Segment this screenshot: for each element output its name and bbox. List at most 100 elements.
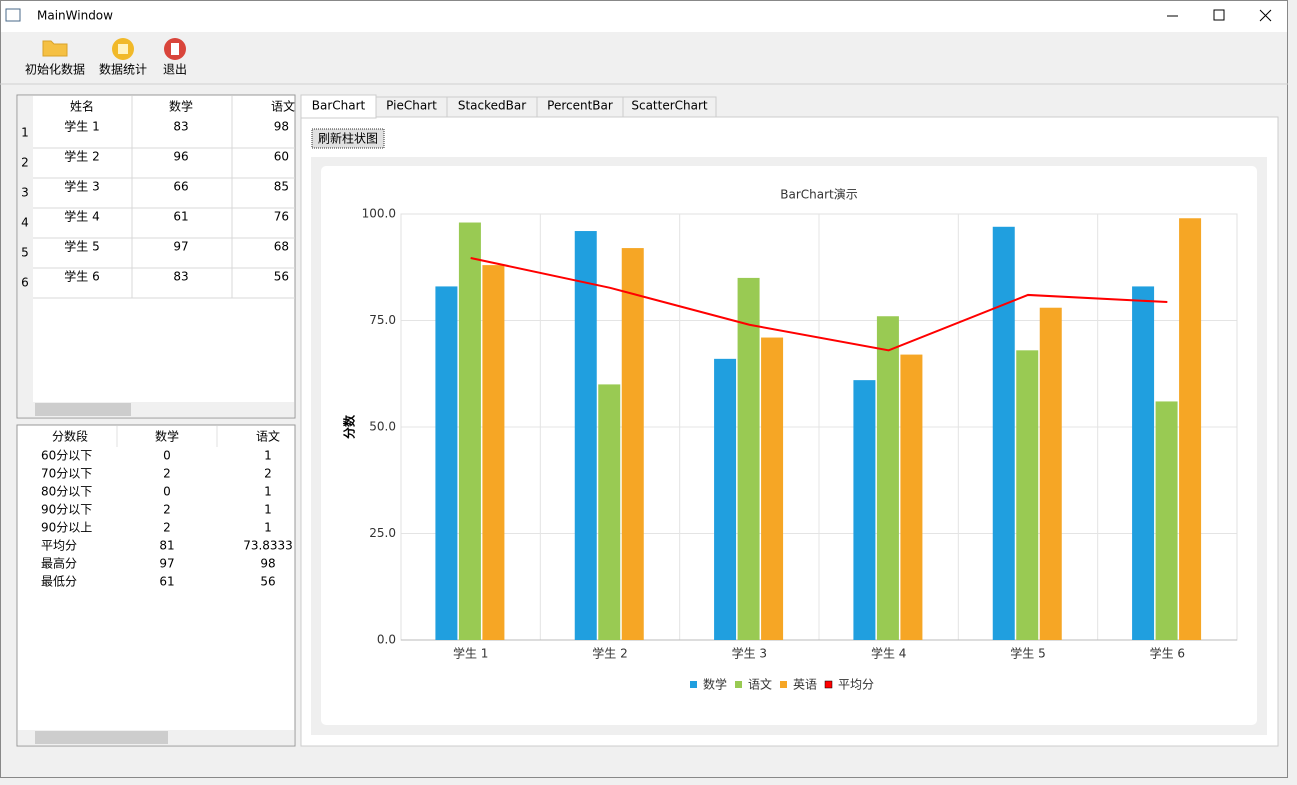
close-button[interactable] <box>1259 9 1272 22</box>
cell[interactable]: 56 <box>274 270 289 284</box>
cell[interactable]: 0 <box>163 485 171 499</box>
x-tick-label: 学生 5 <box>1010 646 1045 661</box>
row-header: 2 <box>21 156 29 170</box>
legend-swatch <box>690 681 697 688</box>
scroll-thumb[interactable] <box>35 731 168 744</box>
init-icon[interactable] <box>42 40 68 57</box>
cell[interactable]: 70分以下 <box>41 467 92 481</box>
cell[interactable]: 83 <box>173 120 188 134</box>
legend-swatch <box>780 681 787 688</box>
cell[interactable]: 96 <box>173 150 188 164</box>
bar <box>761 337 784 640</box>
column-header: 数学 <box>155 429 179 444</box>
x-tick-label: 学生 6 <box>1150 646 1185 661</box>
toolbar-button-label[interactable]: 初始化数据 <box>25 62 85 77</box>
cell[interactable]: 学生 2 <box>64 149 99 164</box>
cell[interactable]: 90分以下 <box>41 503 92 517</box>
bar <box>574 231 597 641</box>
cell[interactable]: 66 <box>173 180 188 194</box>
cell[interactable]: 61 <box>159 575 174 589</box>
stats-icon-inner <box>118 44 128 54</box>
title-bar <box>1 1 1287 32</box>
cell[interactable]: 97 <box>159 557 174 571</box>
row-header: 6 <box>21 276 29 290</box>
cell[interactable]: 83 <box>173 270 188 284</box>
bar <box>737 277 760 640</box>
y-tick-label: 75.0 <box>369 313 396 327</box>
cell[interactable]: 98 <box>274 120 289 134</box>
x-tick-label: 学生 2 <box>592 646 627 661</box>
bar <box>1155 401 1178 640</box>
row-header-area <box>18 96 33 402</box>
legend-label: 语文 <box>748 677 772 692</box>
cell[interactable]: 85 <box>274 180 289 194</box>
legend-label: 平均分 <box>838 678 874 692</box>
legend-swatch <box>824 680 833 689</box>
refresh-button-label[interactable]: 刷新柱状图 <box>318 131 378 146</box>
scroll-thumb[interactable] <box>35 403 131 416</box>
cell[interactable]: 最低分 <box>41 575 77 589</box>
tab[interactable] <box>622 96 717 118</box>
cell[interactable]: 80分以下 <box>41 485 92 499</box>
stats-table[interactable] <box>16 424 296 747</box>
y-tick-label: 50.0 <box>369 420 396 434</box>
cell[interactable]: 学生 4 <box>64 209 99 224</box>
cell[interactable]: 97 <box>173 240 188 254</box>
tab-label[interactable]: StackedBar <box>458 99 526 113</box>
cell[interactable]: 2 <box>163 521 171 535</box>
column-header: 数学 <box>169 99 193 114</box>
bar <box>714 358 737 640</box>
cell[interactable]: 1 <box>264 485 272 499</box>
bar <box>900 354 923 640</box>
bar <box>621 248 644 640</box>
bar <box>992 226 1015 640</box>
cell[interactable]: 60 <box>274 150 289 164</box>
cell[interactable]: 81 <box>159 539 174 553</box>
app-icon <box>5 8 21 22</box>
bar <box>1132 286 1155 640</box>
cell[interactable]: 学生 3 <box>64 179 99 194</box>
tab-label[interactable]: ScatterChart <box>631 99 708 113</box>
tab-label[interactable]: PercentBar <box>547 99 613 113</box>
score-table[interactable] <box>16 94 296 419</box>
cell[interactable]: 1 <box>264 521 272 535</box>
bar <box>1039 307 1062 640</box>
y-axis-label: 分数 <box>342 414 357 439</box>
cell[interactable]: 学生 5 <box>64 239 99 254</box>
toolbar-button-label[interactable]: 退出 <box>163 63 187 77</box>
column-header: 语文 <box>271 99 295 114</box>
cell[interactable]: 2 <box>163 503 171 517</box>
y-tick-label: 0.0 <box>377 633 396 647</box>
cell[interactable]: 68 <box>274 240 289 254</box>
row-header: 1 <box>21 126 29 140</box>
refresh-button[interactable] <box>311 128 385 149</box>
cell[interactable]: 最高分 <box>41 556 77 571</box>
cell[interactable]: 61 <box>173 210 188 224</box>
cell[interactable]: 0 <box>163 449 171 463</box>
legend-label: 数学 <box>703 677 727 692</box>
cell[interactable]: 73.8333 <box>243 539 293 553</box>
tab-label[interactable]: BarChart <box>312 99 366 113</box>
cell[interactable]: 学生 6 <box>64 269 99 284</box>
cell[interactable]: 90分以上 <box>41 521 92 535</box>
cell[interactable]: 平均分 <box>41 539 77 553</box>
cell[interactable]: 1 <box>264 449 272 463</box>
y-tick-label: 25.0 <box>369 526 396 540</box>
bar <box>458 222 481 640</box>
tab-label[interactable]: PieChart <box>386 99 437 113</box>
row-header: 3 <box>21 186 29 200</box>
row-header: 4 <box>21 216 29 230</box>
cell[interactable]: 1 <box>264 503 272 517</box>
cell[interactable]: 56 <box>260 575 275 589</box>
bar <box>482 265 505 640</box>
toolbar-button-label[interactable]: 数据统计 <box>99 62 147 77</box>
cell[interactable]: 76 <box>274 210 289 224</box>
cell[interactable]: 学生 1 <box>64 119 99 134</box>
maximize-button[interactable] <box>1213 9 1225 21</box>
column-header: 分数段 <box>52 429 88 444</box>
cell[interactable]: 2 <box>264 467 272 481</box>
cell[interactable]: 98 <box>260 557 275 571</box>
y-tick-label: 100.0 <box>362 207 396 221</box>
cell[interactable]: 2 <box>163 467 171 481</box>
cell[interactable]: 60分以下 <box>41 449 92 463</box>
